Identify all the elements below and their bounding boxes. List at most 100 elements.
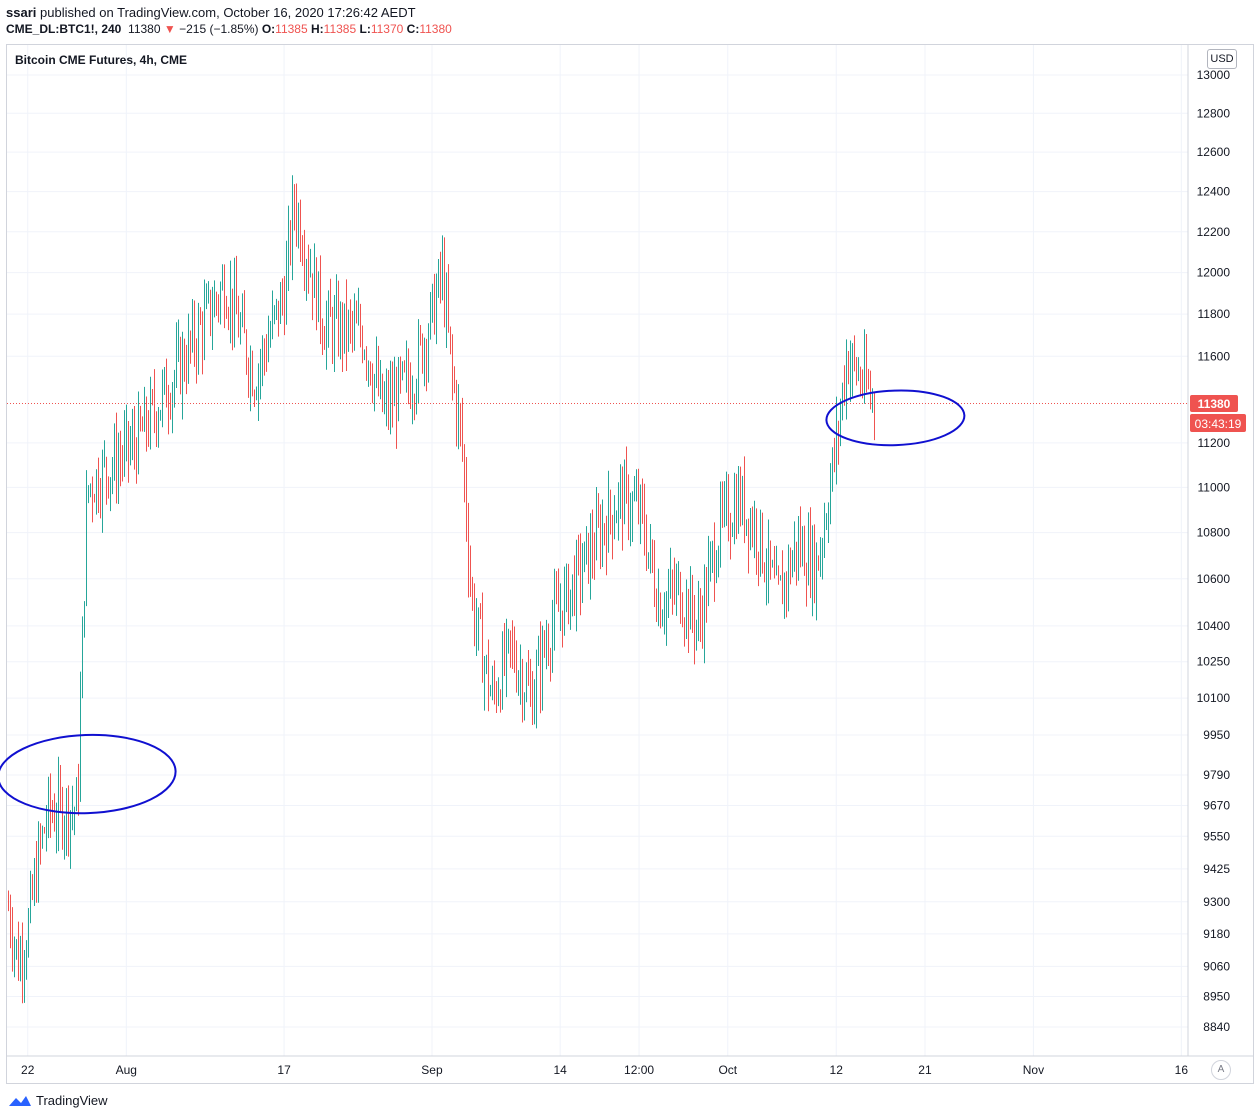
candle-body [604,525,605,534]
candle-body [102,459,103,505]
candle-body [824,524,825,546]
candle-body [418,335,419,389]
candle-body [100,500,101,505]
candle-body [308,265,309,275]
candle-body [834,451,835,461]
down-triangle-icon: ▼ [163,22,176,36]
candle-body [476,625,477,635]
candle-body [482,615,483,683]
candle-body [206,296,207,307]
candle-body [62,796,63,839]
candle-body [472,584,473,598]
candle-body [384,400,385,409]
price-tick-label: 10100 [1197,691,1231,705]
candle-body [422,336,423,369]
candle-body [802,538,803,557]
candle-body [560,610,561,612]
candle-body [656,598,657,618]
candle-body [838,425,839,436]
candle-body [310,273,311,275]
candle-body [8,907,9,909]
candle-body [24,963,25,975]
tradingview-logo-icon [9,1095,31,1106]
candle-body [192,316,193,343]
candle-body [428,335,429,363]
price-tick-label: 10250 [1197,655,1231,669]
candle-body [548,645,549,656]
candle-body [290,228,291,254]
candle-body [430,298,431,336]
candle-body [372,380,373,394]
candle-body [288,228,289,264]
price-tick-label: 10400 [1197,619,1231,633]
auto-scale-button[interactable]: A [1211,1060,1231,1080]
candle-body [734,498,735,532]
chart-frame[interactable] [6,44,1254,1084]
time-tick-label: Oct [718,1063,737,1077]
price-tick-label: 8840 [1203,1020,1230,1034]
candle-body [464,449,465,478]
candle-body [226,314,227,316]
candle-body [502,644,503,705]
candle-body [352,319,353,329]
candle-body [182,349,183,391]
price-tick-label: 13000 [1197,68,1231,82]
candle-body [368,363,369,367]
candle-body [764,567,765,577]
price-tick-label: 10800 [1197,526,1231,540]
candle-body [584,542,585,572]
candle-body [576,550,577,610]
candle-body [390,387,391,413]
candle-body [814,536,815,594]
candle-body [512,641,513,643]
candle-body [766,576,767,578]
candle-body [330,299,331,317]
candle-body [462,421,463,450]
candle-body [300,212,301,251]
candle-body [336,300,337,313]
candle-body [234,282,235,326]
time-tick-label: Nov [1023,1063,1044,1077]
candle-body [808,535,809,583]
candle-body [730,533,731,535]
candle-body [382,375,383,409]
candle-body [304,258,305,273]
candle-body [664,617,665,619]
candle-body [718,549,719,570]
candle-body [528,677,529,684]
candle-body [180,342,181,391]
candle-body [672,576,673,586]
candle-body [524,696,525,707]
price-tick-label: 9060 [1203,959,1230,973]
candle-body [466,477,467,526]
candle-body [590,535,591,579]
candle-body [370,363,371,381]
candle-body [574,574,575,610]
candle-body [32,883,33,896]
candle-body [278,300,279,324]
candle-body [376,364,377,377]
candle-body [378,364,379,392]
candle-body [10,907,11,934]
candle-body [136,448,137,470]
candle-body [662,618,663,625]
candle-body [536,664,537,700]
candle-body [14,944,15,954]
candle-body [690,585,691,630]
candle-body [644,508,645,541]
candle-body [492,680,493,694]
candle-body [772,565,773,567]
candle-body [582,571,583,586]
candle-body [140,410,141,426]
footer-brand[interactable]: TradingView [8,1093,108,1108]
candle-body [254,393,255,398]
candle-body [394,385,395,406]
time-tick-label: 12:00 [624,1063,654,1077]
candle-body [360,316,361,337]
candle-body [822,545,823,553]
candle-body [64,827,65,839]
candle-body [872,396,873,399]
candle-body [530,683,531,690]
currency-button[interactable]: USD [1207,49,1237,69]
